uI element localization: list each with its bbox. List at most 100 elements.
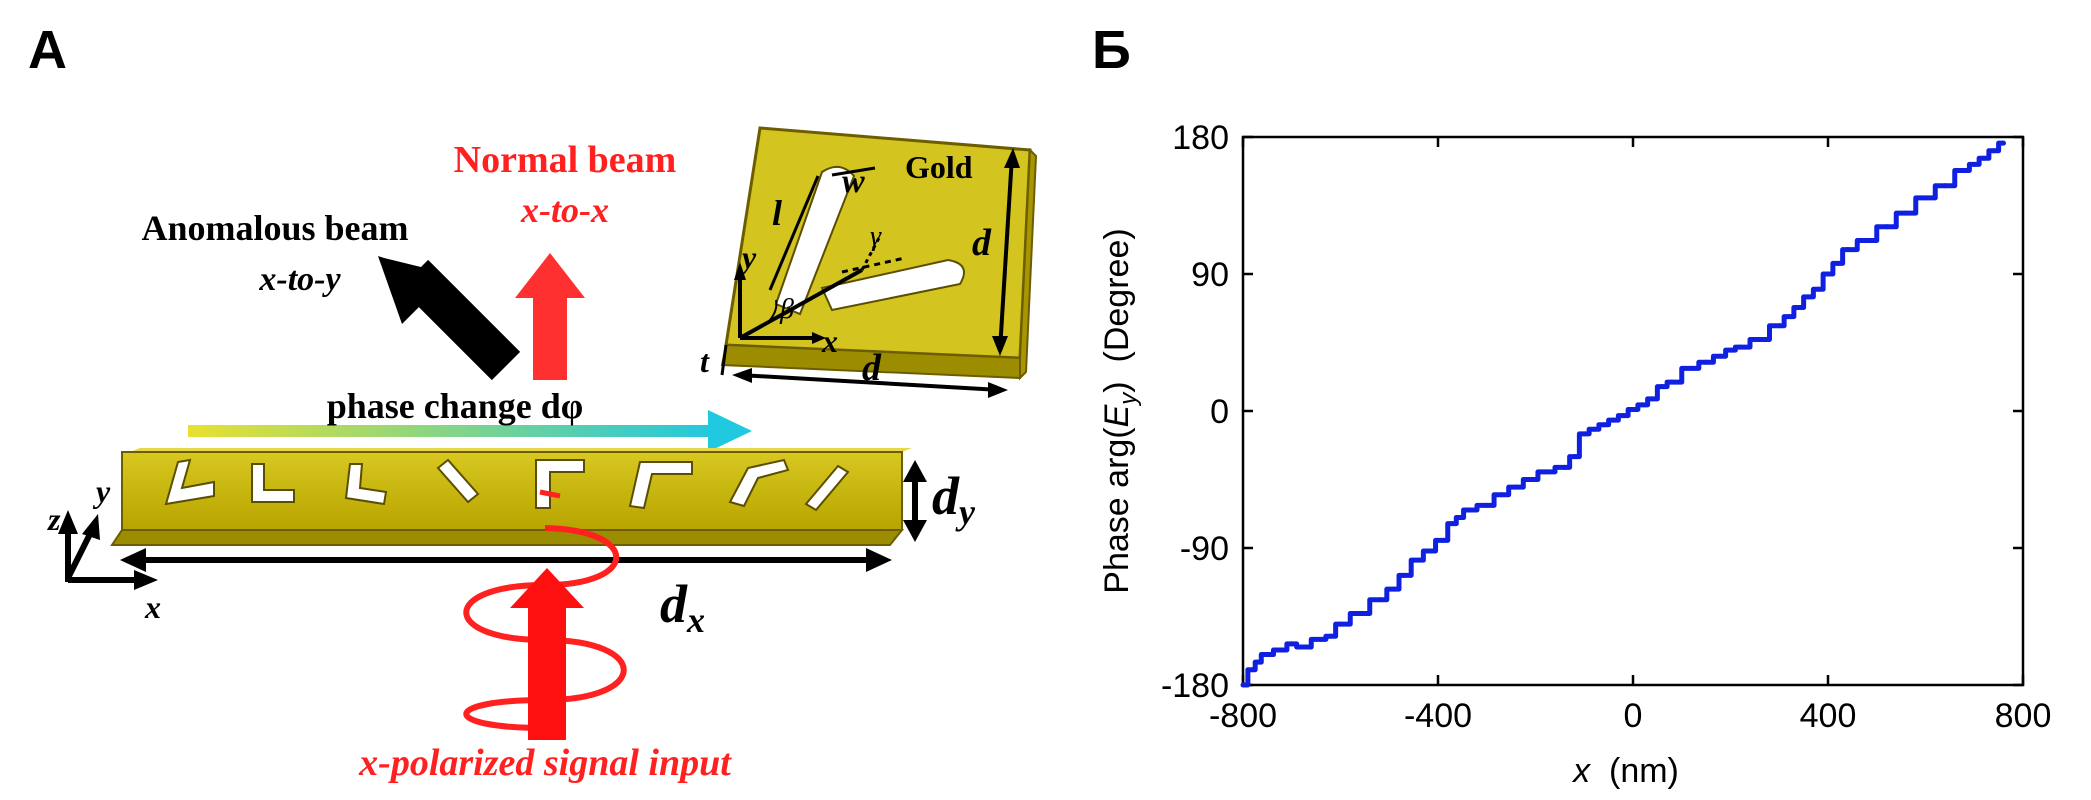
data-point bbox=[1884, 224, 1889, 230]
data-point bbox=[1806, 294, 1811, 300]
x-tick-label: 800 bbox=[1995, 697, 2052, 735]
panel-b-label: Б bbox=[1092, 20, 1131, 80]
phase-gradient-bar bbox=[188, 425, 716, 437]
data-point bbox=[1279, 647, 1285, 653]
input-label: x-polarized signal input bbox=[358, 742, 732, 784]
normal-beam-title: Normal beam bbox=[454, 139, 677, 181]
symbol-w: w bbox=[842, 163, 865, 200]
x-axis-title: x (nm) bbox=[1571, 752, 1679, 790]
data-point bbox=[1659, 384, 1665, 390]
dx-arrow bbox=[120, 548, 892, 572]
data-point bbox=[1377, 597, 1382, 603]
data-point bbox=[1689, 365, 1694, 371]
gold-label: Gold bbox=[905, 149, 973, 185]
symbol-l: l bbox=[772, 193, 782, 233]
anomalous-beam-arrowhead bbox=[378, 256, 446, 324]
data-point bbox=[1250, 667, 1256, 673]
symbol-t: t bbox=[700, 343, 710, 379]
data-point bbox=[1728, 347, 1733, 353]
data-point bbox=[1601, 422, 1607, 428]
axis-label-x: x bbox=[144, 589, 161, 625]
data-point bbox=[1835, 260, 1841, 266]
data-point bbox=[1962, 167, 1967, 173]
data-point bbox=[1903, 210, 1909, 216]
dx-label: dx bbox=[660, 574, 705, 640]
panel-b: Б -800 -400 0 400 800 180 90 0 -90 -180 x (nm) Ph… bbox=[1092, 20, 2051, 790]
phase-gradient-arrowhead bbox=[708, 410, 752, 452]
data-point bbox=[1591, 426, 1597, 432]
data-point bbox=[2001, 140, 2006, 146]
data-point bbox=[1464, 507, 1470, 513]
x-tick-label: -800 bbox=[1209, 697, 1277, 735]
axis-label-y: y bbox=[92, 473, 111, 509]
input-arrow bbox=[510, 568, 584, 740]
data-point bbox=[1737, 344, 1743, 350]
y-tick-label: -90 bbox=[1180, 530, 1229, 568]
data-point bbox=[1815, 286, 1821, 292]
normal-beam-arrow bbox=[515, 253, 585, 380]
data-point bbox=[1318, 636, 1324, 642]
data-point bbox=[1542, 469, 1548, 475]
phase-change-label: phase change dφ bbox=[327, 386, 584, 426]
metasurface-strip bbox=[110, 448, 912, 546]
data-point bbox=[1703, 359, 1709, 365]
y-tick-label: 180 bbox=[1172, 119, 1229, 157]
data-point bbox=[1484, 502, 1490, 508]
y-axis-title: Phase arg(Ey) (Degree) bbox=[1098, 228, 1142, 593]
data-point bbox=[1450, 521, 1456, 527]
data-point bbox=[1440, 537, 1446, 543]
data-point bbox=[1299, 644, 1304, 650]
symbol-gamma: γ bbox=[870, 221, 882, 252]
anomalous-beam-mode: x-to-y bbox=[258, 261, 341, 298]
symbol-inset-y: y bbox=[738, 239, 757, 275]
data-point bbox=[1416, 557, 1421, 563]
data-point bbox=[1611, 417, 1616, 423]
x-tick-label: 400 bbox=[1800, 697, 1857, 735]
data-point bbox=[1991, 148, 1997, 154]
data-point bbox=[1391, 586, 1397, 592]
data-point bbox=[1498, 492, 1504, 498]
data-point bbox=[1562, 464, 1568, 470]
data-point bbox=[1942, 183, 1948, 189]
data-point bbox=[1757, 336, 1763, 342]
x-tick-label: -400 bbox=[1404, 697, 1472, 735]
symbol-inset-x: x bbox=[821, 323, 838, 359]
data-point bbox=[1796, 304, 1802, 310]
panel-a: А Normal beam x-to-x Anomalous beam x-to… bbox=[28, 20, 1038, 784]
data-point bbox=[1240, 682, 1246, 688]
data-point bbox=[1864, 238, 1870, 244]
y-tick-label: -180 bbox=[1161, 667, 1229, 705]
data-point bbox=[1572, 454, 1577, 460]
normal-beam-mode: x-to-x bbox=[520, 190, 609, 230]
data-point bbox=[1650, 396, 1655, 402]
coordinate-axes bbox=[58, 510, 158, 590]
data-point bbox=[1825, 271, 1831, 277]
data-point bbox=[1845, 247, 1850, 253]
data-point bbox=[1338, 621, 1343, 627]
data-point bbox=[1718, 353, 1724, 359]
axis-tick-labels: -800 -400 0 400 800 180 90 0 -90 -180 bbox=[1161, 119, 2051, 735]
y-tick-label: 0 bbox=[1210, 393, 1229, 431]
data-point bbox=[1786, 314, 1792, 320]
axis-label-z: z bbox=[47, 501, 61, 537]
anomalous-beam-title: Anomalous beam bbox=[141, 208, 408, 248]
data-point bbox=[1640, 402, 1646, 408]
symbol-d-side: d bbox=[972, 222, 992, 264]
data-point bbox=[1630, 406, 1636, 412]
panel-a-label: А bbox=[28, 20, 67, 80]
data-point bbox=[1923, 195, 1928, 201]
data-point bbox=[1528, 477, 1534, 482]
data-point bbox=[1262, 652, 1268, 658]
dy-label: dy bbox=[932, 466, 976, 532]
data-point bbox=[1981, 155, 1987, 161]
dy-arrow bbox=[903, 460, 927, 542]
data-point bbox=[1328, 633, 1334, 639]
unit-cell-inset bbox=[720, 126, 1038, 398]
data-point bbox=[1457, 515, 1463, 521]
data-point bbox=[1289, 641, 1295, 647]
symbol-beta: β bbox=[779, 294, 794, 325]
data-point bbox=[1513, 484, 1519, 490]
data-point bbox=[1971, 161, 1977, 167]
data-point bbox=[1581, 431, 1587, 437]
